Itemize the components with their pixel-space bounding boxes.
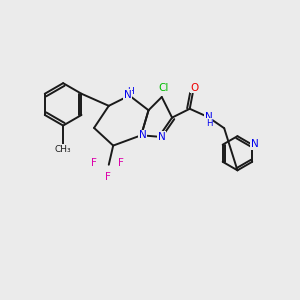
Text: N: N <box>139 130 146 140</box>
Text: CH₃: CH₃ <box>55 145 71 154</box>
Text: Cl: Cl <box>158 83 168 93</box>
Text: O: O <box>190 82 199 93</box>
Text: H: H <box>206 119 212 128</box>
Text: N: N <box>158 132 166 142</box>
Text: F: F <box>118 158 124 168</box>
Text: H: H <box>128 87 134 96</box>
Text: N: N <box>124 90 132 100</box>
Text: N: N <box>251 139 259 149</box>
Text: N: N <box>205 112 213 122</box>
Text: F: F <box>105 172 110 182</box>
Text: F: F <box>91 158 97 168</box>
